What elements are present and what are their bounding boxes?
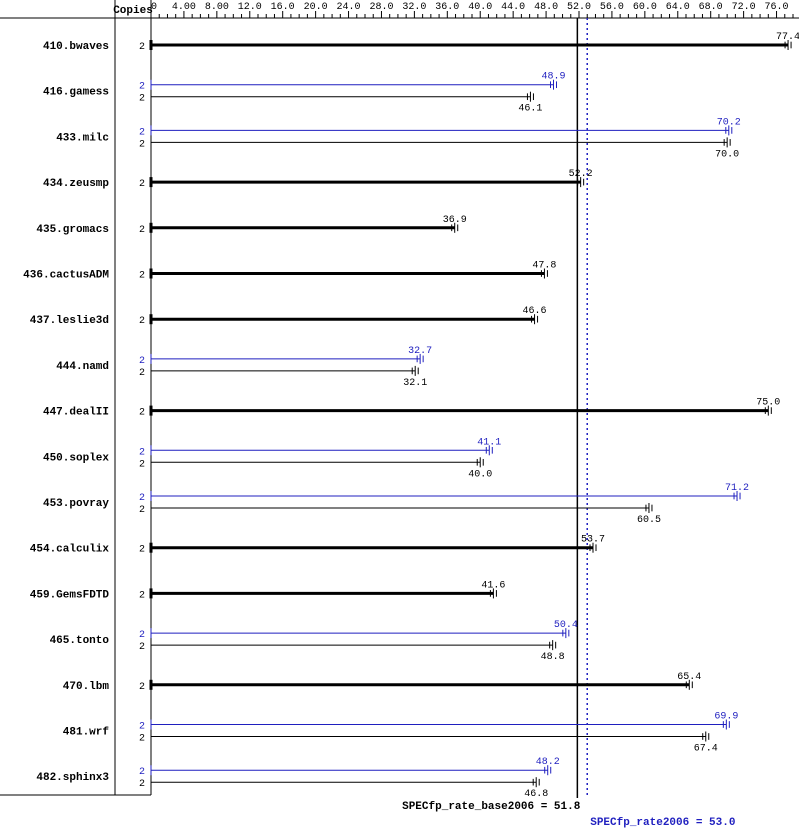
copies-base: 2 — [139, 179, 145, 190]
bar-peak-value: 69.9 — [714, 712, 738, 723]
bar-base-value: 75.0 — [756, 398, 780, 409]
copies-peak: 2 — [139, 722, 145, 733]
axis-tick-label: 8.00 — [205, 2, 229, 13]
axis-tick-label: 32.0 — [402, 2, 426, 13]
copies-peak: 2 — [139, 630, 145, 641]
copies-base: 2 — [139, 505, 145, 516]
axis-tick-label: 0 — [151, 2, 157, 13]
benchmark-name: 465.tonto — [50, 635, 110, 647]
bar-base-value: 36.9 — [443, 215, 467, 226]
benchmark-name: 444.namd — [56, 361, 109, 373]
benchmark-name: 459.GemsFDTD — [30, 589, 110, 601]
copies-base: 2 — [139, 408, 145, 419]
copies-peak: 2 — [139, 447, 145, 458]
benchmark-name: 437.leslie3d — [30, 315, 109, 327]
copies-base: 2 — [139, 642, 145, 653]
benchmark-name: 436.cactusADM — [23, 270, 109, 282]
benchmark-name: 416.gamess — [43, 87, 109, 99]
benchmark-name: 433.milc — [56, 132, 109, 144]
bar-peak-value: 70.2 — [717, 117, 741, 128]
bar-base-value: 46.8 — [524, 789, 548, 800]
benchmark-name: 450.soplex — [43, 452, 109, 464]
bar-base-value: 60.5 — [637, 515, 661, 526]
bar-base-value: 77.4 — [776, 32, 799, 43]
axis-tick-label: 12.0 — [238, 2, 262, 13]
ref-label-peak: SPECfp_rate2006 = 53.0 — [590, 817, 735, 829]
bar-peak-value: 71.2 — [725, 483, 749, 494]
axis-tick-label: 44.0 — [501, 2, 525, 13]
copies-base: 2 — [139, 139, 145, 150]
bar-peak-value: 48.9 — [541, 72, 565, 83]
benchmark-name: 482.sphinx3 — [36, 772, 109, 784]
axis-tick-label: 72.0 — [732, 2, 756, 13]
axis-tick-label: 20.0 — [304, 2, 328, 13]
axis-tick-label: 28.0 — [369, 2, 393, 13]
axis-tick-label: 56.0 — [600, 2, 624, 13]
axis-tick-label: 68.0 — [699, 2, 723, 13]
bar-base-value: 52.2 — [569, 169, 593, 180]
copies-peak: 2 — [139, 82, 145, 93]
bar-peak-value: 48.2 — [536, 757, 560, 768]
bar-base-value: 53.7 — [581, 535, 605, 546]
copies-base: 2 — [139, 271, 145, 282]
axis-tick-label: 48.0 — [534, 2, 558, 13]
axis-tick-label: 24.0 — [337, 2, 361, 13]
spec-fp-rate-chart: Copies0 4.00 8.00 12.0 16.0 20.0 24.0 28.0 32.0 3… — [0, 0, 799, 831]
copies-peak: 2 — [139, 493, 145, 504]
bar-base-value: 46.6 — [523, 306, 547, 317]
copies-base: 2 — [139, 545, 145, 556]
bar-peak-value: 50.4 — [554, 620, 578, 631]
copies-peak: 2 — [139, 767, 145, 778]
copies-header: Copies — [113, 5, 153, 17]
chart-bg — [0, 0, 799, 831]
copies-base: 2 — [139, 682, 145, 693]
axis-tick-label: 4.00 — [172, 2, 196, 13]
bar-base-value: 47.8 — [532, 261, 556, 272]
axis-tick-label: 76.0 — [765, 2, 789, 13]
copies-peak: 2 — [139, 356, 145, 367]
benchmark-name: 410.bwaves — [43, 41, 109, 53]
benchmark-name: 447.dealII — [43, 407, 109, 419]
copies-base: 2 — [139, 316, 145, 327]
bar-base-value: 41.6 — [481, 580, 505, 591]
bar-peak-value: 41.1 — [477, 437, 501, 448]
benchmark-name: 481.wrf — [63, 727, 110, 739]
axis-tick-label: 40.0 — [468, 2, 492, 13]
copies-base: 2 — [139, 590, 145, 601]
bar-peak-value: 32.7 — [408, 346, 432, 357]
copies-peak: 2 — [139, 127, 145, 138]
copies-base: 2 — [139, 368, 145, 379]
bar-base-value: 46.1 — [518, 104, 542, 115]
copies-base: 2 — [139, 734, 145, 745]
bar-base-value: 65.4 — [677, 672, 701, 683]
bar-base-value: 48.8 — [541, 652, 565, 663]
bar-base-value: 32.1 — [403, 378, 427, 389]
bar-base-value: 40.0 — [468, 469, 492, 480]
axis-tick-label: 64.0 — [666, 2, 690, 13]
copies-base: 2 — [139, 42, 145, 53]
axis-tick-label: 16.0 — [271, 2, 295, 13]
benchmark-name: 470.lbm — [63, 681, 110, 693]
copies-base: 2 — [139, 225, 145, 236]
benchmark-name: 434.zeusmp — [43, 178, 109, 190]
bar-base-value: 70.0 — [715, 149, 739, 160]
axis-tick-label: 52.0 — [567, 2, 591, 13]
axis-tick-label: 36.0 — [435, 2, 459, 13]
axis-tick-label: 60.0 — [633, 2, 657, 13]
copies-base: 2 — [139, 779, 145, 790]
bar-base-value: 67.4 — [694, 744, 718, 755]
copies-base: 2 — [139, 94, 145, 105]
ref-label-base: SPECfp_rate_base2006 = 51.8 — [402, 801, 581, 813]
benchmark-name: 454.calculix — [30, 544, 110, 556]
copies-base: 2 — [139, 459, 145, 470]
benchmark-name: 435.gromacs — [36, 224, 109, 236]
benchmark-name: 453.povray — [43, 498, 109, 510]
